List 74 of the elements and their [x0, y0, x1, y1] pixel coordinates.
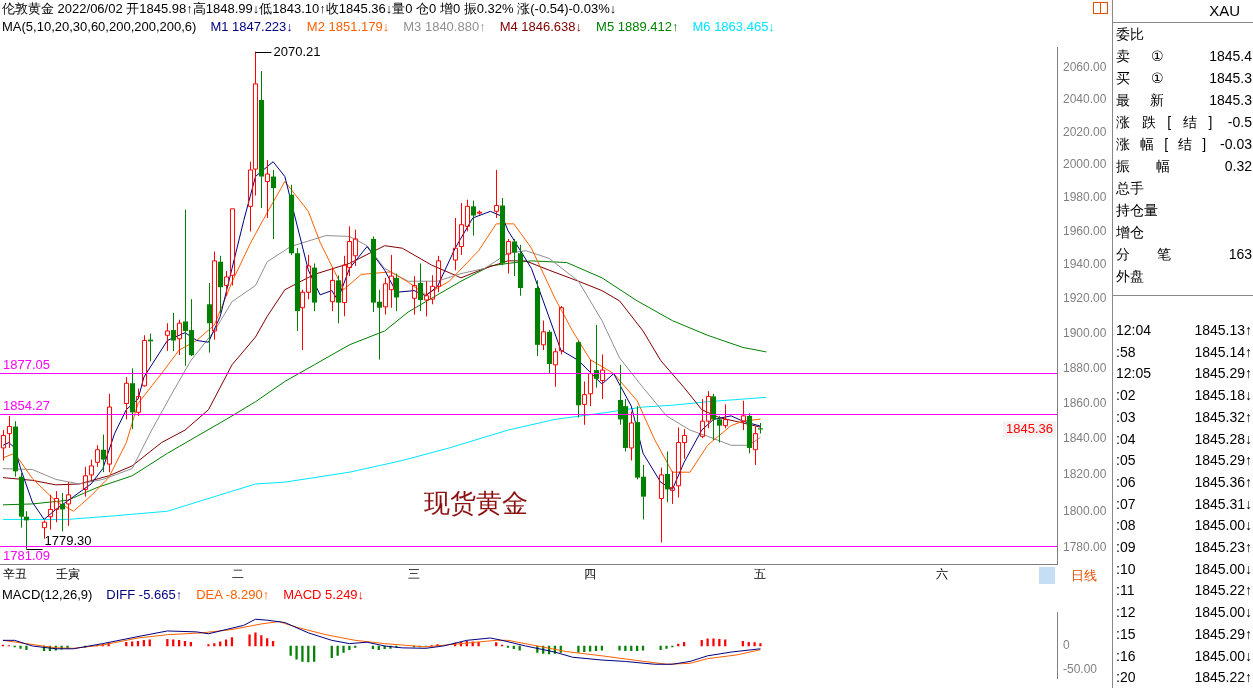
text: 总手 [1116, 179, 1145, 198]
y-tick-label: 1960.00 [1063, 223, 1107, 238]
chart-subtitle: MA(5,10,20,30,60,200,200,200,6) [2, 19, 197, 34]
text: 委比 [1116, 25, 1145, 44]
text: 外盘 [1116, 267, 1145, 286]
text: :15 1845.29↑ [1116, 624, 1252, 644]
x-tick-label: 三 [408, 567, 421, 582]
text: 卖① 1845.4 [1116, 47, 1252, 66]
chart-title: MACD(12,26,9) [2, 587, 93, 602]
annotation: 2070.21 [273, 44, 321, 60]
y-tick-label: 2060.00 [1063, 60, 1107, 75]
text: 持仓量 [1116, 201, 1159, 220]
text: :05 1845.29↑ [1116, 451, 1252, 471]
text: :03 1845.32↑ [1116, 407, 1252, 427]
y-tick-label: 1820.00 [1063, 467, 1107, 482]
y-tick-label: -50.00 [1063, 661, 1098, 676]
x-tick-label: 辛丑 [2, 567, 27, 582]
text: M6 1863.465↓ [692, 19, 775, 34]
text: 分笔 163 [1116, 245, 1252, 264]
y-tick-label: 1980.00 [1063, 190, 1107, 205]
chart-title: 伦敦黄金 2022/06/02 开1845.98↑高1848.99↓低1843.10↑收1845.36↓量0 仓0 增0 振0.32% 涨(-0.54)-0.03%↓ [1, 0, 618, 18]
text: :02 1845.18↓ [1116, 386, 1252, 406]
y-tick-label: 1920.00 [1063, 291, 1107, 306]
text: 振幅 0.32 [1116, 157, 1252, 176]
series-label: DEA -8.290↑ [196, 587, 270, 602]
x-tick-label: 四 [584, 567, 597, 582]
text: :08 1845.00↓ [1116, 516, 1252, 536]
ref-line-label: 1854.27 [3, 397, 51, 413]
text: MACD 5.249↓ [283, 587, 365, 602]
text: :06 1845.36↑ [1116, 472, 1252, 492]
ref-line-label: 1877.05 [3, 356, 51, 372]
text: :04 1845.28↓ [1116, 429, 1252, 449]
text: 12:05 1845.29↑ [1116, 364, 1252, 384]
text: 12:04 1845.13↑ [1116, 321, 1252, 340]
y-tick-label: 2020.00 [1063, 124, 1107, 139]
ref-line-label: 1781.09 [3, 547, 51, 563]
text: :10 1845.00↓ [1116, 559, 1252, 579]
y-tick-label: 1940.00 [1063, 257, 1107, 272]
y-tick-label: 2040.00 [1063, 92, 1107, 107]
y-tick-label: 0 [1063, 638, 1070, 653]
text: 涨跌[结] -0.5 [1116, 113, 1252, 132]
text: :09 1845.23↑ [1116, 538, 1252, 557]
text: 日线 [1071, 568, 1097, 584]
text: M4 1846.638↓ [499, 19, 583, 34]
text: 最新 1845.3 [1116, 91, 1252, 110]
text: M1 1847.223↓ [210, 19, 293, 34]
y-tick-label: 1880.00 [1063, 360, 1107, 375]
text: M3 1840.880↑ [403, 19, 486, 34]
text: DIFF -5.665↑ [106, 587, 183, 602]
x-tick-label: 二 [231, 567, 244, 582]
text: :58 1845.14↑ [1116, 342, 1252, 362]
text: M2 1851.179↓ [306, 19, 390, 34]
text: :11 1845.22↑ [1116, 581, 1252, 601]
text: :16 1845.00↓ [1116, 646, 1252, 666]
y-tick-label: 1860.00 [1063, 395, 1107, 410]
text: :07 1845.31↓ [1116, 494, 1252, 514]
annotation: 现货黄金 [423, 488, 528, 519]
x-tick-label: 六 [936, 567, 949, 582]
y-tick-label: 1780.00 [1063, 540, 1107, 555]
text: 涨幅[结] -0.03 [1116, 135, 1252, 154]
text: XAU [1209, 2, 1240, 19]
text: :12 1845.00↓ [1116, 603, 1252, 623]
annotation: 1845.36 [1006, 421, 1053, 437]
text: :20 1845.22↑ [1116, 668, 1252, 688]
y-tick-label: 1840.00 [1063, 431, 1107, 446]
text: 买① 1845.3 [1116, 69, 1252, 88]
y-tick-label: 1800.00 [1063, 503, 1107, 518]
y-tick-label: 2000.00 [1063, 157, 1107, 172]
text: 增仓 [1116, 223, 1145, 242]
x-tick-label: 五 [754, 567, 767, 582]
annotation: 1779.30 [44, 532, 92, 548]
x-tick-label: 壬寅 [55, 567, 80, 582]
text: M5 1889.412↑ [596, 19, 679, 34]
y-tick-label: 1900.00 [1063, 325, 1107, 340]
